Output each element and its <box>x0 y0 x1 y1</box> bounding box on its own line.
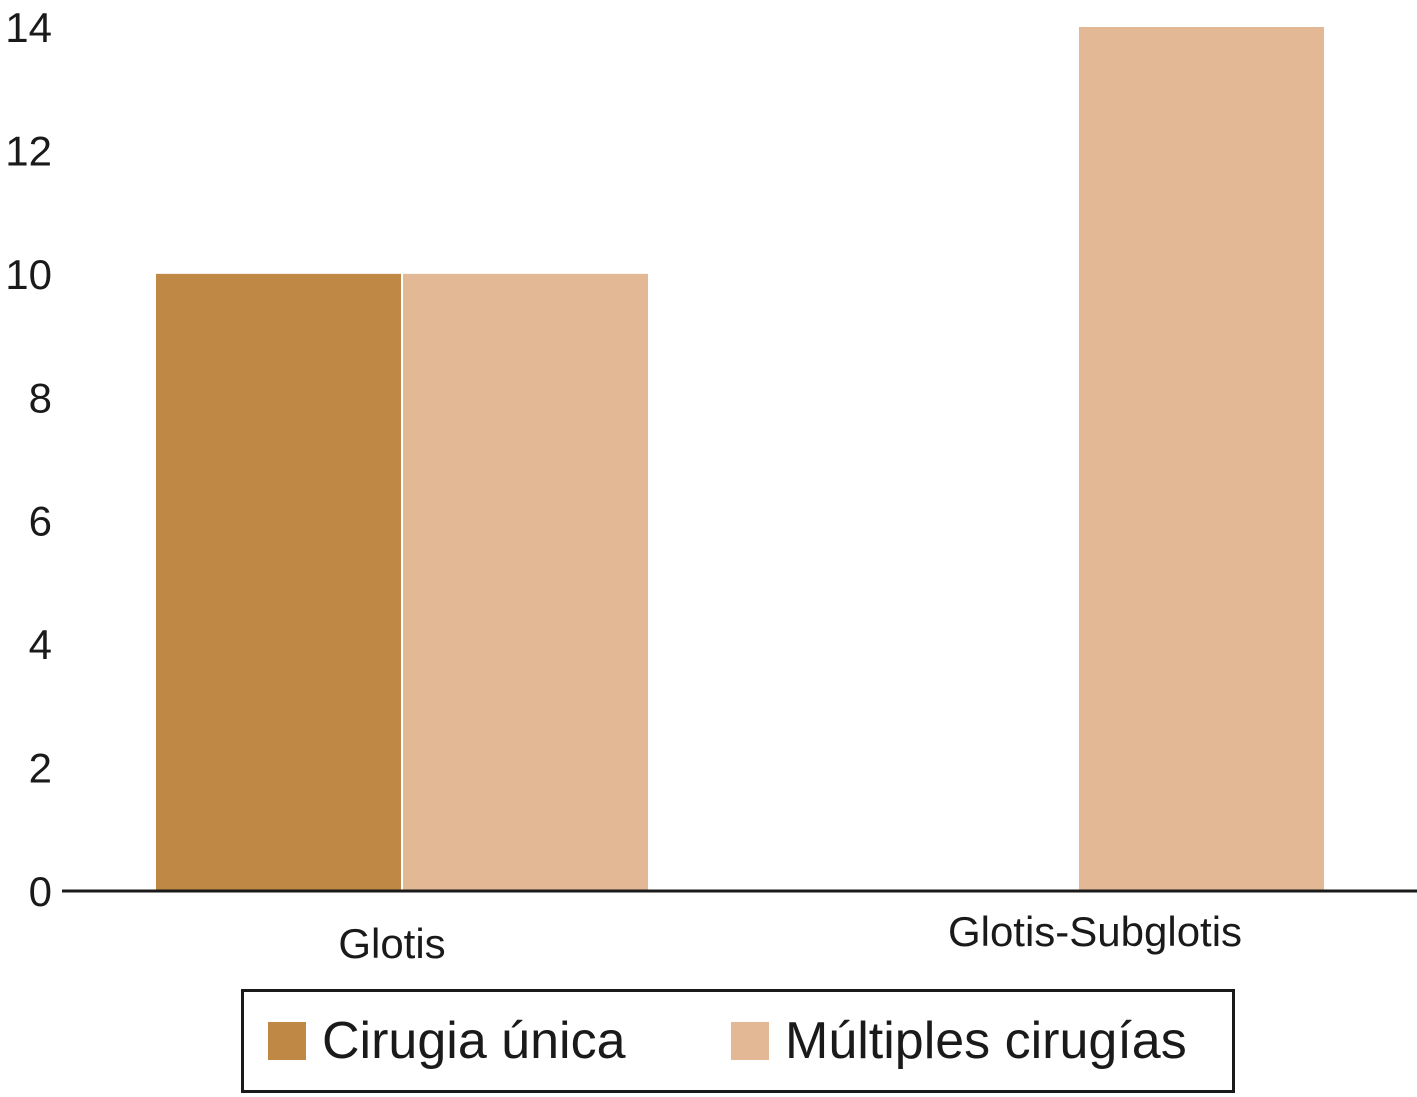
y-tick-label-14: 14 <box>5 4 52 51</box>
chart-legend: Cirugia única Múltiples cirugías <box>241 989 1235 1093</box>
legend-label-cirugia-unica: Cirugia única <box>322 1012 626 1070</box>
y-tick-label-12: 12 <box>5 127 52 174</box>
bar-glotis-multiples-cirugias <box>403 273 648 891</box>
legend-item-multiples-cirugias: Múltiples cirugías <box>731 992 1187 1090</box>
y-axis-ticks: 0 2 4 6 8 10 12 14 <box>5 4 52 915</box>
y-tick-label-2: 2 <box>29 745 52 792</box>
y-tick-label-8: 8 <box>29 374 52 421</box>
legend-label-multiples-cirugias: Múltiples cirugías <box>785 1012 1187 1070</box>
y-tick-label-10: 10 <box>5 251 52 298</box>
legend-item-cirugia-unica: Cirugia única <box>268 992 626 1090</box>
y-tick-label-4: 4 <box>29 621 52 668</box>
category-label-glotis-subglotis: Glotis-Subglotis <box>948 908 1242 955</box>
category-label-glotis: Glotis <box>338 920 445 967</box>
bars-group <box>156 27 1324 891</box>
bar-chart: 0 2 4 6 8 10 12 14 Glotis Glotis-Subglotis <box>5 4 1417 967</box>
y-tick-label-6: 6 <box>29 498 52 545</box>
legend-swatch-cirugia-unica <box>268 1022 306 1060</box>
bar-glotis-cirugia-unica <box>156 273 401 891</box>
legend-swatch-multiples-cirugias <box>731 1022 769 1060</box>
bar-glotis-subglotis-multiples-cirugias <box>1079 27 1324 891</box>
y-tick-label-0: 0 <box>29 868 52 915</box>
